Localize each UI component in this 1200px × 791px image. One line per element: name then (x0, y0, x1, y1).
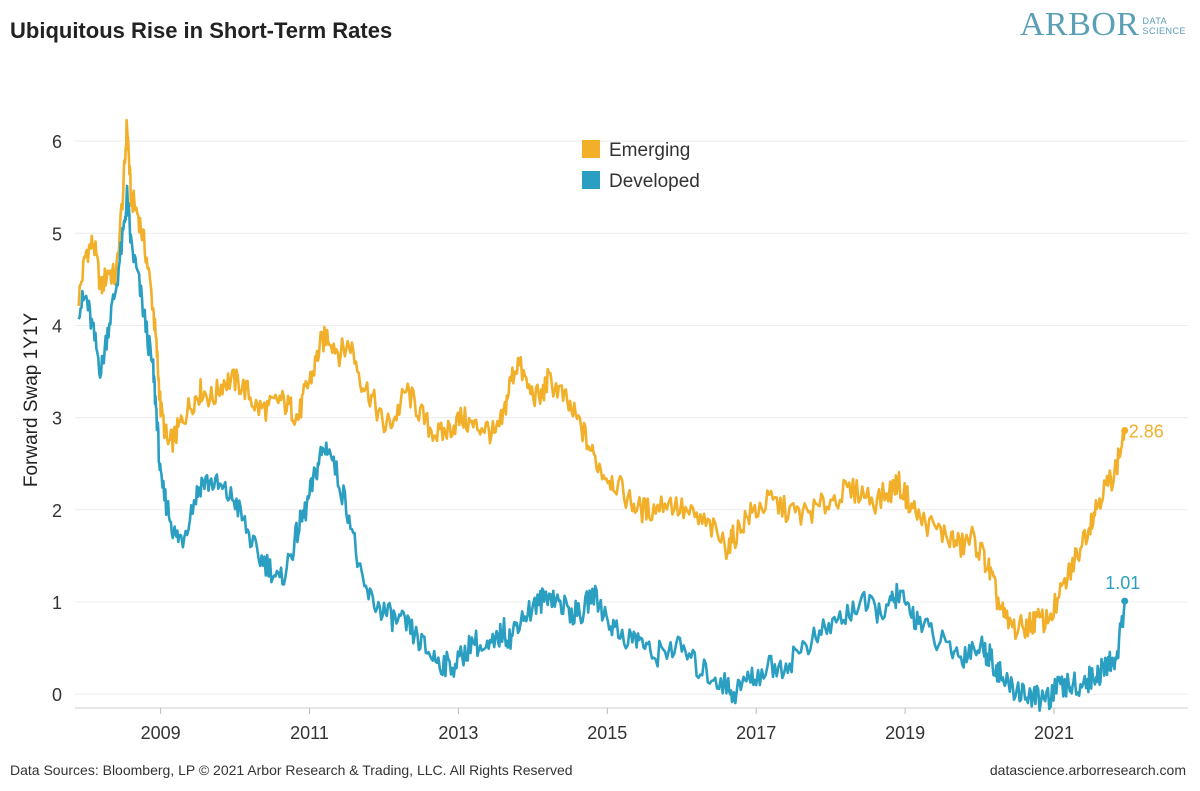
end-labels: 2.86 1.01 (1105, 422, 1164, 605)
x-tick-label-2017: 2017 (736, 723, 776, 743)
logo-wordmark: ARBOR (1019, 6, 1140, 43)
y-tick-label-0: 0 (52, 685, 62, 705)
end-label-emerging: 2.86 (1129, 422, 1164, 442)
data-sources-footer: Data Sources: Bloomberg, LP © 2021 Arbor… (10, 762, 573, 778)
chart-title: Ubiquitous Rise in Short-Term Rates (10, 18, 393, 43)
y-tick-label-1: 1 (52, 593, 62, 613)
x-tick-label-2009: 2009 (141, 723, 181, 743)
end-point-developed (1121, 597, 1129, 605)
legend-swatch-emerging (582, 140, 600, 158)
logo-subtext: DATA SCIENCE (1142, 16, 1186, 36)
series-line-emerging (77, 118, 1126, 641)
arbor-logo: ARBOR DATA SCIENCE (1020, 6, 1186, 44)
x-tick-label-2021: 2021 (1034, 723, 1074, 743)
y-tick-label-3: 3 (52, 409, 62, 429)
series-line-developed (77, 184, 1126, 713)
logo-sub-science: SCIENCE (1142, 26, 1186, 36)
website-footer: datascience.arborresearch.com (989, 762, 1186, 778)
y-tick-label-2: 2 (52, 501, 62, 521)
x-tick-label-2015: 2015 (587, 723, 627, 743)
legend-label-developed: Developed (609, 171, 700, 192)
end-point-emerging (1121, 427, 1129, 435)
series-lines (77, 118, 1126, 713)
y-tick-label-6: 6 (52, 132, 62, 152)
end-label-developed: 1.01 (1105, 573, 1140, 593)
legend-label-emerging: Emerging (609, 140, 690, 161)
y-axis-ticks: 0 1 2 3 4 5 6 (52, 132, 62, 705)
y-tick-label-5: 5 (52, 224, 62, 244)
x-tick-label-2013: 2013 (438, 723, 478, 743)
legend: Emerging Developed (582, 140, 700, 192)
y-tick-label-4: 4 (52, 316, 62, 336)
x-tick-label-2011: 2011 (290, 723, 329, 743)
x-axis-ticks: 2009 2011 2013 2015 2017 2019 2021 (141, 708, 1074, 743)
legend-swatch-developed (582, 171, 600, 189)
x-tick-label-2019: 2019 (885, 723, 925, 743)
logo-sub-data: DATA (1142, 16, 1168, 26)
